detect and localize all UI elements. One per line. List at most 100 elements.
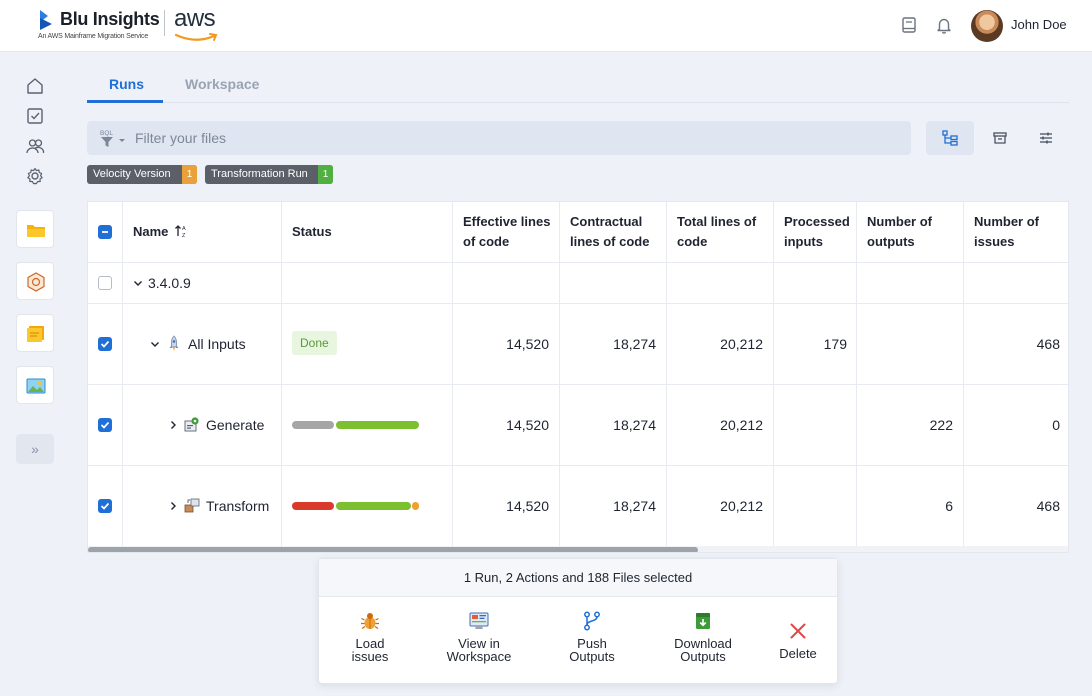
cell-contractual-loc: 18,274 — [613, 498, 656, 514]
push-outputs-button[interactable]: Push Outputs — [547, 611, 637, 663]
image-app-icon — [26, 378, 46, 394]
filter-chip-velocity-version[interactable]: Velocity Version 1 — [87, 165, 197, 184]
select-all-checkbox[interactable] — [98, 225, 112, 239]
chevron-down-icon[interactable] — [150, 339, 160, 349]
chevron-right-icon[interactable] — [168, 420, 178, 430]
brand-name: Blu Insights — [60, 9, 160, 29]
filter-chip-transformation-run[interactable]: Transformation Run 1 — [205, 165, 333, 184]
column-header-outputs[interactable]: Number of outputs — [867, 214, 932, 249]
row-divider — [88, 262, 1068, 263]
sliders-icon — [1040, 132, 1052, 144]
cell-total-loc: 20,212 — [720, 336, 763, 352]
column-header-effective-loc[interactable]: Effective lines of code — [463, 214, 551, 249]
tree-view-button[interactable] — [926, 121, 974, 155]
delete-button[interactable]: Delete — [753, 621, 843, 660]
row-name: 3.4.0.9 — [148, 275, 191, 291]
column-header-status[interactable]: Status — [292, 224, 332, 239]
action-label: Push — [577, 636, 607, 651]
row-checkbox[interactable] — [98, 499, 112, 513]
download-icon — [696, 613, 710, 629]
progress-segment-failed — [292, 502, 334, 510]
row-checkbox[interactable] — [98, 276, 112, 290]
column-divider — [963, 202, 964, 546]
action-label: Delete — [779, 646, 817, 661]
action-label: View in — [458, 636, 500, 651]
column-divider — [122, 202, 123, 546]
action-label: issues — [351, 649, 389, 664]
row-name: Transform — [206, 498, 270, 514]
app-header: Blu Insights An AWS Mainframe Migration … — [0, 0, 1092, 52]
cell-total-loc: 20,212 — [720, 498, 763, 514]
tab-runs[interactable]: Runs — [109, 76, 144, 92]
column-header-issues[interactable]: Number of issues — [974, 214, 1039, 249]
sort-icon[interactable]: A Z — [174, 224, 190, 238]
column-header-processed-inputs[interactable]: Processed inputs — [784, 214, 850, 249]
filter-bar: BQL — [87, 121, 911, 155]
cell-outputs: 6 — [945, 498, 953, 514]
column-header-name[interactable]: Name — [133, 224, 169, 239]
bug-icon — [361, 613, 379, 629]
archive-icon — [993, 132, 1007, 144]
column-divider — [856, 202, 857, 546]
action-label: Download — [674, 636, 732, 651]
rail-expand-button[interactable]: » — [16, 434, 54, 464]
row-divider — [88, 465, 1068, 466]
bql-label: BQL — [100, 130, 113, 137]
column-divider — [559, 202, 560, 546]
load-issues-button[interactable]: Load issues — [325, 611, 415, 663]
rail-app-gallery[interactable] — [16, 366, 54, 404]
git-branch-icon — [584, 611, 600, 631]
progress-segment-skipped — [292, 421, 334, 429]
gear-icon[interactable] — [25, 166, 45, 186]
column-divider — [452, 202, 453, 546]
checklist-icon[interactable] — [25, 106, 45, 126]
column-settings-button[interactable] — [1022, 121, 1070, 155]
bell-icon[interactable] — [935, 16, 953, 34]
download-outputs-button[interactable]: Download Outputs — [658, 611, 748, 663]
row-divider — [88, 384, 1068, 385]
column-divider — [773, 202, 774, 546]
row-checkbox[interactable] — [98, 337, 112, 351]
scrollbar-thumb[interactable] — [88, 547, 698, 552]
view-in-workspace-button[interactable]: View in Workspace — [434, 611, 524, 663]
tab-divider — [87, 102, 1069, 103]
chip-count: 1 — [318, 165, 333, 184]
users-icon[interactable] — [25, 136, 45, 156]
filter-input[interactable] — [135, 121, 895, 155]
generate-action-icon — [184, 417, 199, 432]
column-header-total-loc[interactable]: Total lines of code — [677, 214, 757, 249]
chip-count: 1 — [182, 165, 197, 184]
cell-contractual-loc: 18,274 — [613, 417, 656, 433]
progress-segment-success — [336, 502, 411, 510]
cell-effective-loc: 14,520 — [506, 498, 549, 514]
action-label: Workspace — [446, 649, 512, 664]
row-checkbox[interactable] — [98, 418, 112, 432]
cell-issues: 468 — [1036, 498, 1060, 514]
rail-app-notes[interactable] — [16, 314, 54, 352]
tab-workspace[interactable]: Workspace — [185, 76, 260, 92]
rail-app-transformation[interactable] — [16, 262, 54, 300]
cell-outputs: 222 — [929, 417, 953, 433]
home-icon[interactable] — [25, 76, 45, 96]
selection-summary: 1 Run, 2 Actions and 188 Files selected — [319, 559, 837, 597]
column-divider — [666, 202, 667, 546]
chevron-right-icon[interactable] — [168, 501, 178, 511]
book-icon[interactable] — [900, 16, 918, 34]
cell-contractual-loc: 18,274 — [613, 336, 656, 352]
chevron-down-icon[interactable] — [133, 278, 143, 288]
bql-filter-icon[interactable]: BQL — [99, 128, 129, 148]
action-label: Load — [355, 636, 385, 651]
column-divider — [281, 202, 282, 546]
folder-icon — [27, 225, 45, 237]
logo-divider — [164, 10, 165, 36]
archive-button[interactable] — [976, 121, 1024, 155]
cell-processed-inputs: 179 — [823, 336, 847, 352]
aws-logo: aws — [174, 5, 216, 32]
column-header-contractual-loc[interactable]: Contractual lines of code — [570, 214, 650, 249]
tree-view-icon — [942, 130, 958, 146]
user-name[interactable]: John Doe — [1011, 17, 1067, 32]
avatar[interactable] — [971, 10, 1003, 42]
action-label: Outputs — [680, 649, 726, 664]
sticky-notes-icon — [27, 326, 44, 342]
rail-app-codebase[interactable] — [16, 210, 54, 248]
